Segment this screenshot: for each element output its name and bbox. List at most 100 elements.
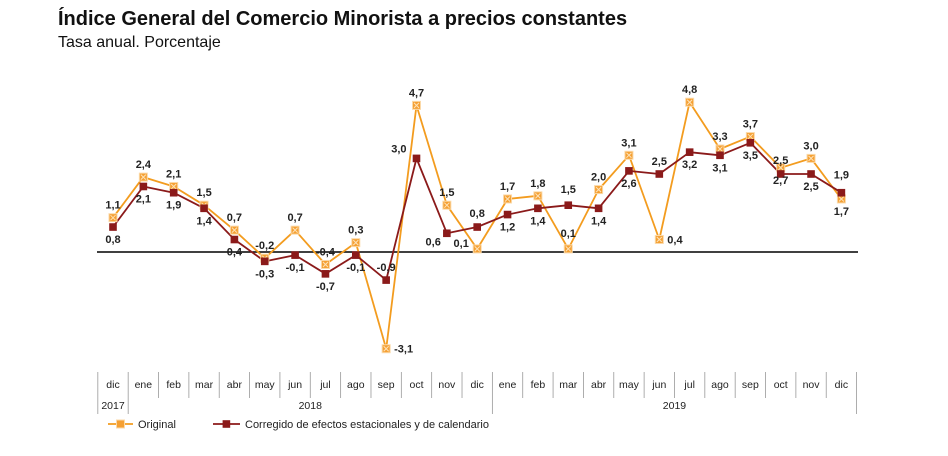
point-original-cross (110, 214, 116, 221)
data-label-corregido: 1,5 (561, 184, 576, 196)
data-label-corregido: 3,2 (682, 159, 697, 171)
data-label-original: 3,3 (712, 131, 727, 143)
data-label-original: 1,1 (105, 200, 120, 212)
legend-label-corregido: Corregido de efectos estacionales y de c… (245, 419, 489, 431)
point-corregido (291, 251, 299, 259)
data-label-corregido: 1,2 (500, 222, 515, 234)
data-label-original: -0,2 (255, 240, 274, 252)
point-corregido (321, 270, 330, 278)
point-original-cross (322, 261, 329, 268)
x-tick-label: oct (409, 379, 423, 391)
data-label-corregido: 1,4 (196, 215, 212, 227)
point-original-cross (747, 133, 754, 140)
point-original-cross (292, 227, 298, 234)
x-tick-label: jul (319, 379, 331, 391)
year-label: 2017 (101, 400, 125, 412)
data-label-original: 0,7 (227, 212, 242, 224)
data-label-corregido: 0,8 (470, 208, 485, 220)
data-label-original: 0,3 (348, 225, 363, 237)
point-original-cross (352, 239, 359, 246)
data-label-corregido: 1,9 (834, 170, 849, 182)
data-label-corregido: 3,0 (391, 143, 406, 155)
data-label-original: 2,1 (166, 168, 181, 180)
point-original-cross (504, 196, 511, 202)
point-original-cross (686, 99, 693, 106)
x-tick-label: mar (559, 379, 578, 391)
data-label-original: 3,7 (743, 119, 758, 131)
point-original-cross (626, 152, 632, 159)
legend-label-original: Original (138, 419, 176, 431)
year-label: 2018 (299, 400, 323, 412)
data-label-original: 3,0 (803, 140, 818, 152)
x-tick-label: sep (742, 379, 759, 391)
data-label-corregido: 3,5 (743, 150, 758, 162)
point-original-cross (717, 146, 723, 152)
x-tick-label: ago (347, 379, 365, 391)
x-tick-label: feb (166, 379, 181, 391)
x-tick-label: may (255, 379, 276, 391)
point-corregido (109, 223, 117, 231)
point-corregido (625, 167, 633, 175)
data-label-original: -3,1 (394, 344, 413, 356)
point-corregido (412, 154, 421, 163)
data-label-corregido: 3,1 (712, 162, 727, 174)
point-original-cross (170, 183, 177, 190)
point-original-cross (474, 246, 481, 252)
x-tick-label: oct (774, 379, 788, 391)
x-tick-label: may (619, 379, 640, 391)
point-corregido (382, 276, 390, 284)
chart-subtitle: Tasa anual. Porcentaje (58, 34, 221, 51)
x-tick-label: sep (378, 379, 395, 391)
point-corregido (594, 204, 603, 213)
x-tick-label: nov (438, 379, 456, 391)
data-label-corregido: -0,9 (377, 262, 396, 274)
data-label-original: 0,1 (561, 228, 576, 240)
x-tick-label: feb (531, 379, 546, 391)
data-label-original: 2,7 (773, 175, 788, 187)
data-label-original: 0,1 (454, 238, 469, 250)
data-label-original: 1,5 (439, 187, 454, 199)
point-original-cross (838, 196, 845, 202)
point-corregido (200, 204, 208, 213)
data-label-original: 1,5 (196, 187, 211, 199)
data-label-original: 0,7 (287, 212, 302, 224)
data-label-corregido: 2,1 (136, 193, 151, 205)
data-label-corregido: 1,4 (530, 215, 546, 227)
data-label-original: 4,8 (682, 84, 697, 96)
legend-marker-original (116, 419, 125, 429)
x-tick-label: mar (195, 379, 214, 391)
x-tick-label: ago (711, 379, 729, 391)
x-tick-label: dic (470, 379, 483, 391)
point-original-cross (656, 236, 663, 243)
data-label-original: 2,0 (591, 172, 606, 184)
x-tick-label: jun (651, 379, 666, 391)
point-original-cross (443, 202, 450, 209)
data-label-corregido: -0,3 (255, 268, 274, 280)
data-label-original: 3,1 (621, 137, 636, 149)
point-original-cross (140, 174, 147, 180)
point-corregido (503, 210, 512, 219)
point-corregido (685, 148, 694, 156)
x-tick-label: dic (835, 379, 848, 391)
x-tick-label: nov (803, 379, 821, 391)
point-corregido (260, 257, 269, 266)
data-label-original: 1,8 (530, 178, 545, 190)
data-label-original: 4,7 (409, 87, 424, 99)
year-label: 2019 (663, 400, 687, 412)
data-label-corregido: 1,9 (166, 200, 181, 212)
point-original-cross (383, 345, 390, 352)
point-original-cross (535, 192, 541, 199)
data-label-original: 2,4 (136, 159, 152, 171)
data-label-corregido: 2,5 (652, 156, 667, 168)
point-original-cross (413, 102, 420, 109)
x-tick-label: ene (135, 379, 153, 391)
point-corregido (352, 251, 360, 259)
data-label-corregido: 2,5 (773, 155, 788, 167)
x-tick-label: ene (499, 379, 517, 391)
chart-title: Índice General del Comercio Minorista a … (58, 8, 628, 30)
point-corregido (716, 151, 724, 160)
point-corregido (776, 170, 785, 178)
data-label-corregido: -0,1 (346, 262, 365, 274)
legend-marker-corregido (222, 420, 231, 428)
